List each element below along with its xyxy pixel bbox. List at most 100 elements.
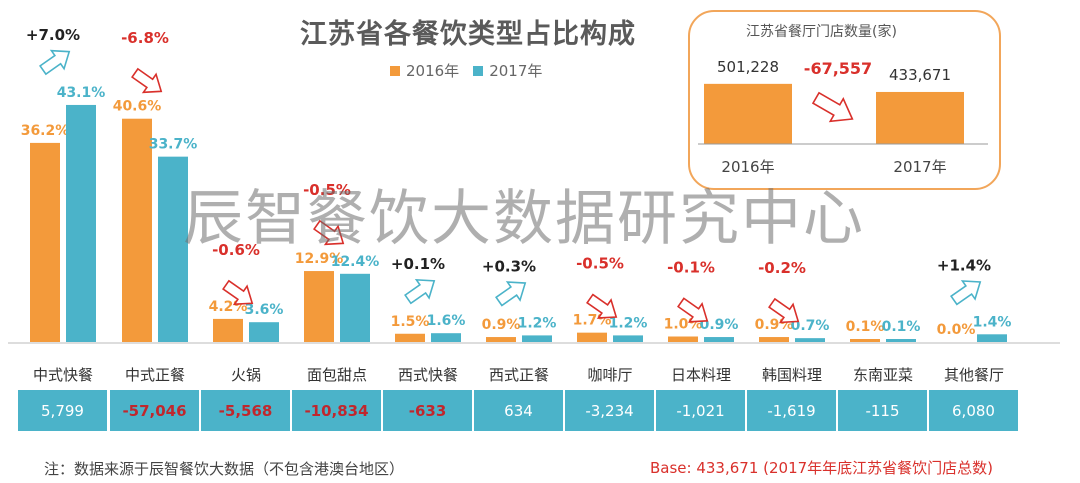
category-label: 中式快餐 — [32, 366, 93, 384]
category-label: 西式正餐 — [488, 366, 549, 384]
store-change-cell: -633 — [383, 390, 472, 431]
bar-2016-3 — [304, 271, 334, 342]
bar-2016-1 — [122, 118, 152, 342]
data-label-2017-8: 0.7% — [791, 318, 830, 334]
data-label-2017-5: 1.2% — [518, 315, 557, 331]
trend-arrow-6 — [586, 293, 618, 319]
data-label-2017-4: 1.6% — [427, 313, 466, 329]
data-label-2016-1: 40.6% — [113, 99, 162, 115]
data-label-2016-10: 0.0% — [937, 322, 976, 338]
trend-arrow-4 — [404, 278, 436, 305]
data-label-2017-1: 33.7% — [149, 137, 198, 153]
store-change-cell: 634 — [474, 390, 563, 431]
category-label: 东南亚菜 — [852, 366, 913, 384]
category-label: 咖啡厅 — [587, 366, 633, 384]
data-label-2017-7: 0.9% — [700, 317, 739, 333]
change-label-6: -0.5% — [576, 255, 624, 273]
data-label-2017-9: 0.1% — [882, 319, 921, 335]
store-change-cell: -115 — [838, 390, 927, 431]
bar-2017-5 — [522, 335, 552, 342]
inset-value-0: 501,228 — [717, 58, 779, 76]
bar-2017-3 — [340, 273, 370, 342]
store-count-panel: 江苏省餐厅门店数量(家) 501,228 2016年 433,671 2017年 -67,… — [688, 10, 1001, 190]
data-label-2016-4: 1.5% — [391, 314, 430, 330]
bar-2017-8 — [795, 338, 825, 342]
change-label-0: +7.0% — [26, 26, 80, 44]
legend-swatch-2016 — [390, 65, 400, 76]
store-change-cell: -3,234 — [565, 390, 654, 431]
store-change-cell: -1,619 — [747, 390, 836, 431]
bar-2017-4 — [431, 333, 461, 342]
trend-arrow-0 — [39, 49, 71, 76]
inset-title: 江苏省餐厅门店数量(家) — [746, 23, 897, 40]
data-label-2016-3: 12.9% — [295, 251, 344, 267]
inset-bar-1 — [876, 91, 964, 144]
inset-category-0: 2016年 — [721, 158, 774, 176]
bar-2017-6 — [613, 335, 643, 342]
trend-arrow-3 — [313, 219, 345, 246]
store-change-cell: -1,021 — [656, 390, 745, 431]
change-label-10: +1.4% — [937, 256, 991, 274]
data-label-2016-5: 0.9% — [482, 317, 521, 333]
bar-2017-10 — [977, 334, 1007, 342]
data-label-2016-0: 36.2% — [21, 123, 70, 139]
change-label-7: -0.1% — [667, 259, 715, 277]
bar-2016-4 — [395, 333, 425, 342]
category-label: 其他餐厅 — [943, 366, 1004, 384]
data-label-2017-0: 43.1% — [57, 85, 106, 101]
inset-down-arrow — [811, 91, 854, 123]
category-label: 西式快餐 — [397, 366, 458, 384]
bar-2017-1 — [158, 156, 188, 342]
bar-2017-7 — [704, 337, 734, 342]
bar-2016-0 — [30, 142, 60, 342]
category-label: 日本料理 — [670, 366, 731, 384]
change-label-1: -6.8% — [121, 29, 169, 47]
trend-arrow-2 — [222, 279, 254, 306]
bar-2016-7 — [668, 336, 698, 342]
bar-2016-5 — [486, 337, 516, 342]
inset-category-1: 2017年 — [893, 158, 946, 176]
trend-arrow-10 — [950, 280, 982, 306]
change-label-4: +0.1% — [391, 255, 445, 273]
trend-arrow-7 — [677, 297, 709, 323]
store-change-cell: 6,080 — [929, 390, 1018, 431]
data-label-2016-9: 0.1% — [846, 319, 885, 335]
data-label-2017-6: 1.2% — [609, 315, 648, 331]
bar-2016-2 — [213, 318, 243, 342]
legend-swatch-2017 — [473, 65, 484, 76]
chart-title: 江苏省各餐饮类型占比构成 — [300, 19, 636, 50]
trend-arrow-1 — [131, 67, 163, 94]
store-count-chart: 江苏省餐厅门店数量(家) 501,228 2016年 433,671 2017年 -67,… — [698, 23, 988, 176]
inset-bar-0 — [704, 83, 792, 144]
store-change-band: 5,799 -57,046 -5,568 -10,834 -633 634 -3,234 -1… — [0, 390, 1080, 431]
data-label-2017-10: 1.4% — [973, 314, 1012, 330]
inset-value-1: 433,671 — [889, 66, 951, 84]
bar-2017-0 — [66, 104, 96, 342]
bar-2016-9 — [850, 339, 880, 342]
change-label-5: +0.3% — [482, 257, 536, 275]
legend-label-2016: 2016年 — [406, 62, 460, 80]
legend-label-2017: 2017年 — [489, 62, 543, 80]
store-change-cell: -5,568 — [201, 390, 290, 431]
data-label-2017-3: 12.4% — [331, 254, 380, 270]
source-note: 注：数据来源于辰智餐饮大数据（不包含港澳台地区） — [44, 460, 405, 478]
category-label: 火锅 — [230, 366, 261, 384]
bar-2016-6 — [577, 332, 607, 342]
category-label: 面包甜点 — [306, 366, 367, 384]
trend-arrow-5 — [495, 281, 527, 307]
store-change-cell: -10,834 — [292, 390, 381, 431]
change-label-2: -0.6% — [212, 241, 260, 259]
legend: 2016年 2017年 — [390, 60, 542, 81]
bar-2016-8 — [759, 337, 789, 342]
bar-2017-2 — [249, 322, 279, 342]
store-change-cell: -57,046 — [110, 390, 199, 431]
change-label-3: -0.5% — [303, 181, 351, 199]
store-change-cell: 5,799 — [18, 390, 107, 431]
category-label: 中式正餐 — [124, 366, 185, 384]
base-note: Base: 433,671 (2017年年底江苏省餐饮门店总数) — [650, 459, 994, 477]
category-label: 韩国料理 — [761, 366, 822, 384]
inset-change: -67,557 — [804, 59, 872, 78]
bar-2017-9 — [886, 339, 916, 342]
